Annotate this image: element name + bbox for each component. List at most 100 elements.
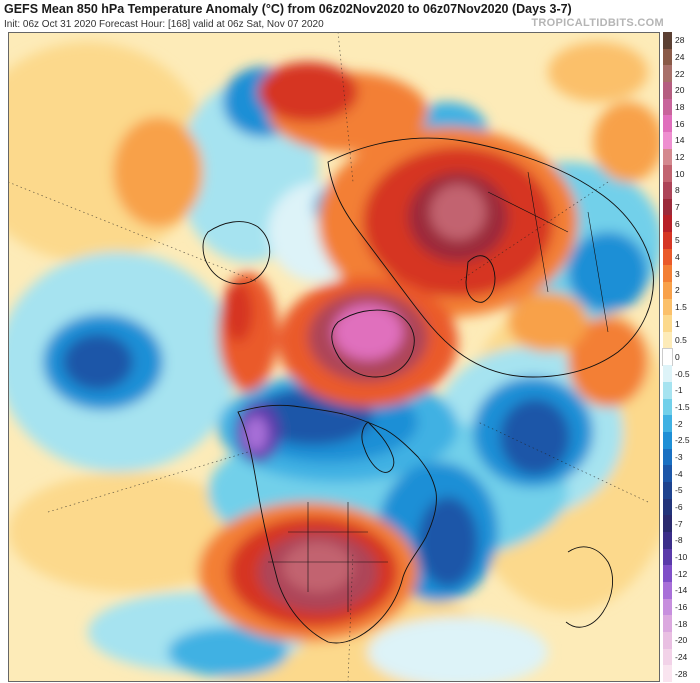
colorbar-label: -1 [675, 385, 683, 396]
colorbar-swatch [663, 432, 672, 449]
colorbar-label: 18 [675, 101, 685, 112]
colorbar-level: 12 [663, 148, 699, 166]
colorbar-label: 1.5 [675, 301, 687, 312]
brand-watermark: TROPICALTIDBITS.COM [531, 17, 664, 29]
colorbar-swatch [663, 665, 672, 682]
colorbar-label: -12 [675, 568, 688, 579]
anomaly-map-canvas [8, 32, 660, 682]
colorbar-level: 0.5 [663, 332, 699, 349]
colorbar-swatch [663, 382, 672, 399]
colorbar-swatch [663, 248, 672, 266]
colorbar-label: -20 [675, 635, 688, 646]
colorbar-label: 1 [675, 318, 680, 329]
colorbar-level: 28 [663, 32, 699, 49]
colorbar-swatch [663, 98, 672, 116]
colorbar-swatch [663, 648, 672, 666]
map-title: GEFS Mean 850 hPa Temperature Anomaly (°… [4, 2, 572, 16]
colorbar-label: -16 [675, 601, 688, 612]
colorbar-label: -6 [675, 501, 683, 512]
colorbar-label: -24 [675, 651, 688, 662]
colorbar-swatch [663, 65, 672, 82]
colorbar-label: -8 [675, 535, 683, 546]
colorbar-level: -18 [663, 615, 699, 632]
colorbar-swatch [663, 532, 672, 549]
colorbar-label: 16 [675, 118, 685, 129]
colorbar-label: 3 [675, 268, 680, 279]
colorbar-level: 4 [663, 248, 699, 266]
colorbar-level: 22 [663, 65, 699, 82]
map-subtitle: Init: 06z Oct 31 2020 Forecast Hour: [16… [4, 19, 324, 30]
colorbar-swatch [663, 548, 672, 566]
colorbar-level: -7 [663, 515, 699, 532]
colorbar-level: 7 [663, 198, 699, 216]
colorbar-level: -1 [663, 382, 699, 399]
colorbar-label: 28 [675, 35, 685, 46]
colorbar-level: 1 [663, 315, 699, 332]
colorbar-label: 6 [675, 218, 680, 229]
colorbar-level: 18 [663, 98, 699, 116]
colorbar-level: 3 [663, 265, 699, 282]
map-header: GEFS Mean 850 hPa Temperature Anomaly (°… [4, 2, 664, 32]
colorbar-label: 10 [675, 168, 685, 179]
colorbar-level: -1.5 [663, 398, 699, 416]
colorbar-level: 16 [663, 115, 699, 132]
anomaly-field [8, 42, 660, 682]
colorbar-level: 8 [663, 182, 699, 199]
colorbar-swatch [663, 582, 672, 599]
colorbar-swatch [663, 465, 672, 482]
colorbar-swatch [663, 48, 672, 66]
colorbar-level: 5 [663, 232, 699, 249]
colorbar-swatch [663, 515, 672, 532]
colorbar-level: -2.5 [663, 432, 699, 449]
colorbar-swatch [663, 182, 672, 199]
colorbar-label: -3 [675, 451, 683, 462]
colorbar-swatch [663, 298, 672, 316]
colorbar-label: 0 [675, 351, 680, 362]
colorbar-label: 24 [675, 51, 685, 62]
coastlines [202, 137, 654, 644]
colorbar-label: -0.5 [675, 368, 690, 379]
colorbar-swatch [663, 82, 672, 99]
colorbar-swatch [663, 615, 672, 632]
colorbar-swatch [663, 498, 672, 516]
colorbar-level: -6 [663, 498, 699, 516]
colorbar-level: -16 [663, 598, 699, 616]
colorbar-swatch [663, 365, 672, 382]
colorbar-level: -10 [663, 548, 699, 566]
colorbar-label: -2.5 [675, 435, 690, 446]
anomaly-map [8, 32, 660, 682]
colorbar-swatch [663, 482, 672, 499]
colorbar-swatch [663, 115, 672, 132]
colorbar-label: -10 [675, 551, 688, 562]
colorbar-swatch [663, 332, 672, 349]
colorbar-level: 2 [663, 282, 699, 299]
colorbar-level: -28 [663, 665, 699, 682]
colorbar-swatch [663, 232, 672, 249]
colorbar-label: -18 [675, 618, 688, 629]
colorbar-swatch [663, 132, 672, 149]
colorbar-level: -8 [663, 532, 699, 549]
graticule [8, 32, 649, 682]
colorbar-label: -14 [675, 585, 688, 596]
colorbar-label: 0.5 [675, 335, 687, 346]
colorbar-level: -24 [663, 648, 699, 666]
colorbar-swatch [663, 265, 672, 282]
colorbar-level: 6 [663, 215, 699, 232]
colorbar-swatch [663, 598, 672, 616]
colorbar-label: -28 [675, 668, 688, 679]
colorbar-legend: 28 24 22 20 18 16 14 12 10 8 7 6 5 4 3 2 1.5 1 0.5 0 -0.5 -1 -… [662, 32, 699, 682]
colorbar-label: -2 [675, 418, 683, 429]
colorbar-label: 7 [675, 201, 680, 212]
colorbar-swatch [663, 198, 672, 216]
colorbar-swatch [663, 415, 672, 432]
colorbar-swatch [662, 347, 673, 367]
colorbar-level: 1.5 [663, 298, 699, 316]
colorbar-level: -4 [663, 465, 699, 482]
colorbar-swatch [663, 315, 672, 332]
colorbar-label: -1.5 [675, 401, 690, 412]
colorbar-level: -12 [663, 565, 699, 582]
colorbar-level: 10 [663, 165, 699, 182]
colorbar-swatch [663, 448, 672, 466]
colorbar-label: 14 [675, 135, 685, 146]
colorbar-swatch [663, 565, 672, 582]
